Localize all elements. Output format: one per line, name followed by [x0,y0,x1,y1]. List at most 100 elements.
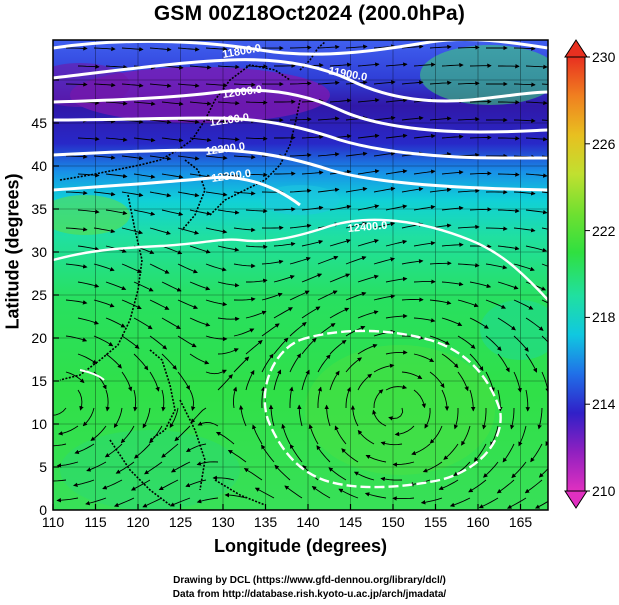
streamline [483,461,499,478]
colorbar-tick-label: 226 [592,136,616,152]
streamline [289,322,307,337]
streamline [413,169,436,175]
streamline [212,475,235,481]
streamline [189,353,210,365]
streamline [197,421,219,427]
streamline [133,281,154,292]
streamline [133,389,138,412]
streamline [93,227,116,234]
streamline [507,497,527,509]
streamline [149,299,170,310]
streamline [373,80,396,85]
y-tick-label: 35 [31,201,47,217]
streamline [441,353,459,369]
streamline [133,317,153,330]
streamline [115,461,135,474]
streamline [385,133,408,139]
streamline [441,281,464,287]
streamline [373,257,396,265]
streamline [58,425,79,436]
streamline [254,487,275,499]
streamline [121,227,144,235]
streamline [535,500,548,509]
x-tick-label: 130 [211,514,235,530]
streamline [65,335,88,342]
streamline [121,155,144,161]
streamline [525,389,531,412]
streamline [429,261,452,266]
streamline [473,443,487,462]
streamline [498,136,520,141]
streamline [525,245,548,253]
streamline [441,389,450,411]
streamline [161,245,183,255]
streamline [261,444,275,463]
streamline [133,101,156,106]
streamline [438,479,459,491]
streamline [385,384,408,391]
y-tick-label: 30 [31,244,47,260]
streamline [245,340,263,355]
streamline [510,407,515,430]
streamline [53,407,67,416]
streamline [217,100,240,106]
colorbar-max-arrow [564,39,588,58]
streamline [274,171,296,176]
streamline [329,370,340,391]
streamline [413,204,436,211]
streamline [53,443,67,447]
streamline [161,317,181,329]
streamline [457,263,480,268]
streamline [233,356,250,373]
streamline [525,209,548,215]
contour-label-12100: 12100.0 [209,112,250,129]
x-axis-label: Longitude (degrees) [213,536,387,556]
streamline [189,281,211,291]
credit-drawing: Drawing by DCL (https://www.gfd-dennou.o… [173,575,446,586]
streamline [73,479,95,487]
credit-data: Data from http://database.rish.kyoto-u.a… [172,589,447,600]
streamline [357,274,379,283]
colorbar-tick-label: 214 [592,396,616,412]
x-tick-label: 115 [84,514,107,530]
streamline [77,209,100,214]
streamline [268,404,275,427]
streamline [485,226,508,231]
streamline [77,64,100,69]
streamline [373,294,396,301]
streamline [189,65,212,70]
streamline [345,151,368,157]
streamline [205,46,228,52]
streamline [469,317,489,329]
streamline [329,273,351,283]
streamline [245,172,268,178]
streamline [441,134,464,140]
streamline [497,245,520,251]
streamline [497,172,520,177]
streamline [133,173,156,179]
streamline [289,45,312,50]
streamline [525,136,548,142]
streamline [341,448,359,463]
streamline [525,353,538,373]
streamline [261,225,284,231]
contour-label-12300: 12300.0 [211,168,252,185]
streamline [513,46,536,51]
streamline [373,221,396,229]
streamline [511,461,527,479]
x-tick-label: 120 [126,514,150,530]
streamline [429,335,450,345]
streamline [357,169,380,175]
streamline [353,471,375,481]
contour-label-12200: 12200.0 [205,141,246,158]
streamline [149,425,163,444]
streamline [525,317,544,331]
temperature-field: 11800.0 11900.0 12000.0 12100.0 12200.0 … [53,40,548,510]
streamline [525,100,548,106]
x-tick-label: 155 [424,514,448,530]
streamline [215,431,235,445]
streamline [161,137,184,143]
streamline [457,299,479,308]
streamline [161,389,166,412]
streamline [457,81,480,86]
